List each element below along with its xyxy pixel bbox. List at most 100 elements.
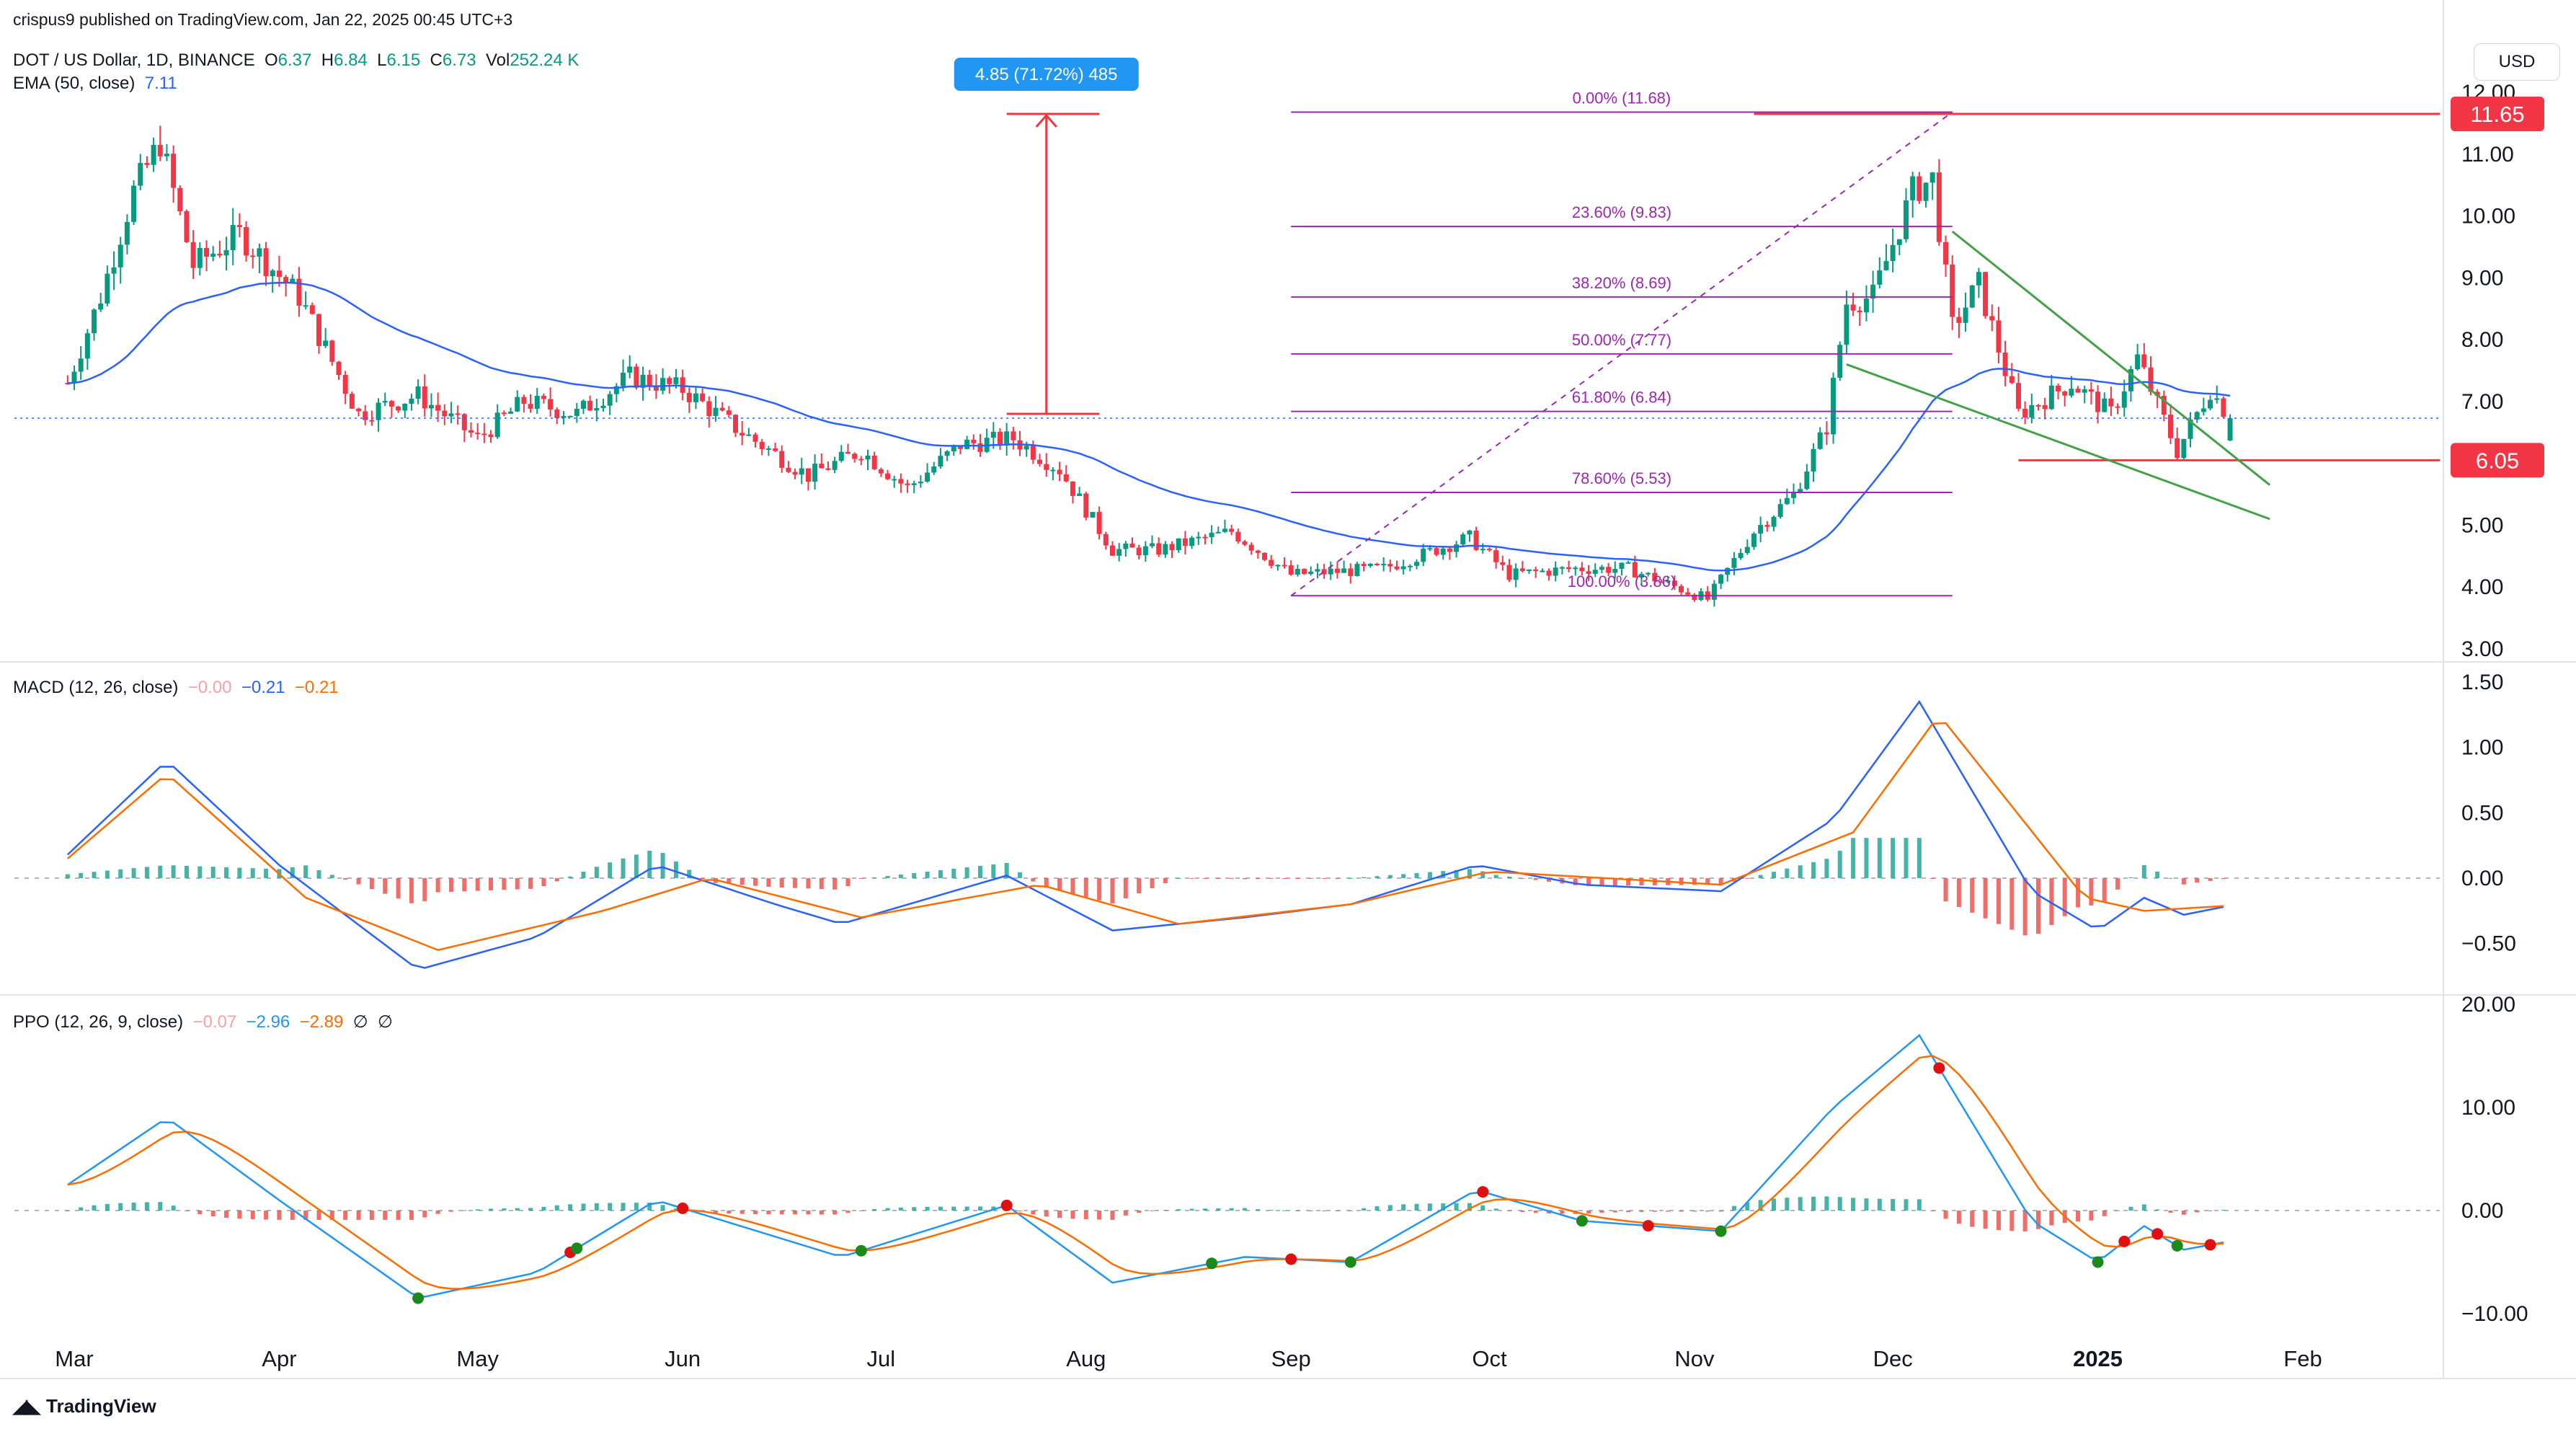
ppo-histogram-bar (2168, 1211, 2173, 1213)
candle-body (1189, 537, 1195, 547)
volume-value: 252.24 K (510, 50, 579, 70)
ppo-histogram-bar (938, 1206, 943, 1211)
candle-body (1559, 567, 1565, 569)
open-value: 6.37 (277, 50, 312, 70)
candle-body (1744, 547, 1750, 553)
candle-body (1288, 565, 1294, 575)
macd-histogram-bar (1097, 878, 1102, 901)
ppo-histogram-bar (2035, 1211, 2040, 1229)
candle-body (2009, 376, 2015, 384)
candle-body (1923, 182, 1929, 201)
tradingview-brand[interactable]: ◢◣ TradingView (13, 1395, 156, 1417)
symbol-legend[interactable]: DOT / US Dollar, 1D, BINANCE O6.37 H6.84… (13, 50, 579, 71)
ppo-histogram-bar (329, 1211, 334, 1220)
ppo-signal-line (67, 1055, 2224, 1290)
candle-body (1129, 543, 1135, 548)
ppo-value: −2.96 (246, 1012, 290, 1032)
candle-body (276, 270, 282, 278)
candle-body (515, 397, 520, 412)
macd-histogram-bar (462, 878, 467, 892)
candle-body (667, 378, 672, 384)
candle-body (792, 472, 798, 475)
macd-histogram-bar (793, 878, 798, 888)
macd-histogram-bar (1983, 878, 1988, 919)
macd-histogram-bar (977, 865, 982, 878)
candle-body (574, 408, 579, 416)
ppo-histogram-bar (1956, 1211, 1961, 1224)
ppo-legend[interactable]: PPO (12, 26, 9, close) −0.07 −2.96 −2.89… (13, 1012, 393, 1032)
close-label: C (430, 50, 443, 70)
ppo-label: PPO (12, 26, 9, close) (13, 1012, 184, 1032)
candle-body (1063, 474, 1069, 482)
macd-histogram-bar (65, 874, 70, 878)
candle-body (2002, 353, 2008, 376)
time-tick-label: 2025 (2073, 1346, 2123, 1371)
time-tick-label: Jul (867, 1346, 896, 1371)
ppo-bearish-dot (2118, 1235, 2131, 1247)
ppo-histogram-bar (2102, 1211, 2107, 1216)
macd-histogram-bar (608, 862, 613, 878)
macd-histogram-bar (581, 871, 586, 878)
macd-histogram-bar (621, 858, 626, 878)
ema-legend[interactable]: EMA (50, close) 7.11 (13, 74, 177, 94)
currency-button[interactable]: USD (2474, 43, 2560, 81)
macd-histogram-bar (1057, 878, 1062, 891)
price-badge-label: 11.65 (2470, 102, 2524, 127)
candle-body (117, 244, 123, 267)
low-label: L (377, 50, 387, 70)
candle-body (409, 399, 414, 404)
ppo-histogram-bar (541, 1206, 546, 1211)
ppo-histogram-bar (753, 1211, 758, 1215)
candle-body (1156, 543, 1162, 555)
ppo-histogram-bar (1824, 1196, 1829, 1211)
ppo-histogram-bar (898, 1207, 903, 1211)
candle-body (1519, 568, 1525, 572)
price-badge-label: 6.05 (2476, 448, 2519, 473)
candle-body (230, 225, 236, 250)
candle-body (554, 409, 560, 418)
macd-tick-label: 1.00 (2461, 736, 2503, 760)
ppo-histogram-bar (673, 1208, 678, 1211)
ppo-histogram-bar (727, 1211, 732, 1214)
candle-body (2188, 419, 2193, 439)
candle-body (1632, 562, 1638, 578)
macd-histogram-bar (1705, 878, 1710, 885)
ppo-histogram-bar (2195, 1211, 2200, 1213)
ppo-histogram-bar (1877, 1198, 1882, 1211)
ppo-histogram-bar (369, 1211, 374, 1220)
candle-body (2029, 404, 2035, 418)
candle-body (1877, 270, 1883, 285)
candle-body (594, 407, 600, 411)
ppo-histogram-bar (1771, 1198, 1776, 1211)
candle-body (2056, 385, 2061, 391)
candle-body (1527, 569, 1532, 572)
candle-body (1844, 304, 1849, 345)
candle-body (1255, 550, 1261, 553)
ppo-histogram-bar (1586, 1211, 1591, 1214)
ppo-histogram-bar (475, 1209, 480, 1211)
candle-body (1929, 172, 1935, 183)
candle-body (1460, 534, 1466, 545)
macd-hist-value: −0.00 (187, 678, 232, 697)
ppo-histogram-bar (1083, 1211, 1088, 1220)
candle-body (1077, 493, 1083, 496)
ppo-bearish-dot (1642, 1220, 1654, 1232)
candle-body (376, 402, 381, 420)
ppo-histogram-bar (343, 1211, 348, 1220)
candle-body (878, 469, 884, 474)
macd-histogram-bar (1414, 872, 1419, 878)
candle-body (1725, 567, 1731, 575)
ppo-histogram-bar (1970, 1211, 1975, 1227)
candle-body (1969, 285, 1975, 308)
ppo-histogram-bar (264, 1211, 269, 1220)
candle-body (1434, 548, 1439, 555)
time-tick-label: Feb (2283, 1346, 2322, 1371)
candle-body (998, 431, 1003, 446)
macd-legend[interactable]: MACD (12, 26, close) −0.00 −0.21 −0.21 (13, 678, 339, 698)
candle-body (2200, 408, 2206, 412)
ppo-histogram-bar (832, 1211, 838, 1215)
candle-body (1050, 469, 1056, 472)
macd-tick-label: 0.00 (2461, 867, 2503, 890)
candle-body (898, 479, 904, 484)
